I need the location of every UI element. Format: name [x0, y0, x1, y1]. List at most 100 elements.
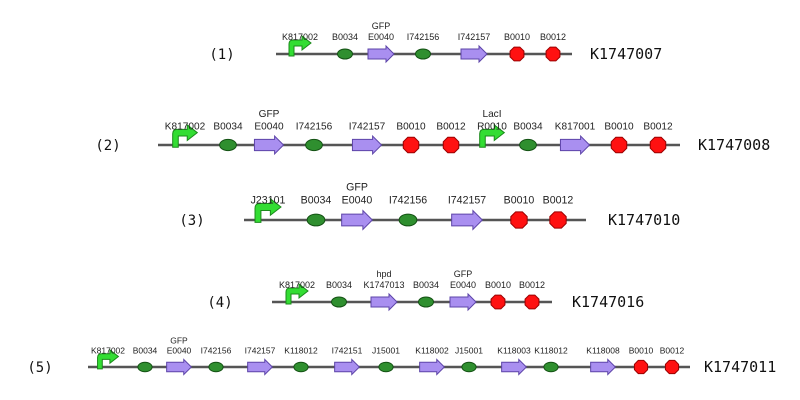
part-label: B0034: [332, 32, 358, 42]
rbs-glyph: [219, 138, 237, 152]
part-terminator[interactable]: B0010: [604, 121, 634, 154]
part-terminator[interactable]: B0010: [504, 32, 530, 62]
part-cds[interactable]: K118003: [497, 346, 531, 376]
part-label: I742156: [407, 32, 440, 42]
rbs-glyph: [306, 213, 326, 227]
part-cds[interactable]: I742151: [332, 346, 363, 376]
rbs-glyph: [208, 361, 224, 373]
part-label: R0010: [477, 121, 507, 132]
rbs-glyph: [418, 296, 434, 308]
part-cds[interactable]: I742157: [448, 194, 486, 231]
part-cds[interactable]: I742157: [245, 346, 276, 376]
part-terminator[interactable]: B0012: [436, 121, 466, 154]
part-label: B0010: [629, 346, 654, 356]
part-label: I742151: [332, 346, 363, 356]
part-terminator[interactable]: B0012: [519, 280, 545, 310]
part-rbs[interactable]: B0034: [326, 280, 352, 308]
promoter-glyph: [97, 348, 120, 370]
part-label: I742156: [201, 346, 232, 356]
part-label: B0010: [485, 280, 511, 290]
part-terminator[interactable]: B0012: [660, 346, 685, 375]
part-tag-label: hpd: [376, 269, 391, 279]
part-label: I742157: [349, 121, 386, 132]
part-label: B0034: [213, 121, 243, 132]
part-rbs[interactable]: B0034: [332, 32, 358, 60]
part-rbs[interactable]: K118012: [534, 346, 568, 373]
part-promoter[interactable]: K817002: [91, 346, 125, 370]
part-rbs[interactable]: J15001: [455, 346, 483, 373]
rbs-glyph: [337, 48, 353, 60]
rbs-glyph: [461, 361, 477, 373]
part-rbs[interactable]: I742156: [389, 194, 427, 227]
part-promoter[interactable]: K817002: [279, 280, 315, 305]
construct-id: K1747011: [704, 358, 776, 376]
terminator-glyph: [490, 294, 506, 310]
promoter-glyph: [479, 123, 506, 148]
part-rbs[interactable]: B0034: [133, 346, 158, 373]
construct-number: (5): [27, 360, 52, 376]
part-terminator[interactable]: B0012: [543, 194, 574, 229]
part-rbs[interactable]: I742156: [296, 121, 333, 152]
rbs-glyph: [331, 296, 347, 308]
part-label: B0010: [504, 32, 530, 42]
part-terminator[interactable]: B0010: [629, 346, 654, 375]
part-label: K118012: [534, 346, 568, 356]
part-label: E0040: [254, 121, 284, 132]
part-rbs[interactable]: B0034: [213, 121, 243, 152]
cds-glyph: [419, 358, 446, 376]
construct-id: K1747007: [590, 45, 662, 63]
part-label: B0012: [543, 194, 574, 206]
part-label: E0040: [342, 194, 373, 206]
construct-id: K1747008: [698, 136, 770, 154]
part-promoter[interactable]: K817002: [165, 121, 206, 148]
cds-glyph: [166, 358, 193, 376]
part-rbs[interactable]: B0034: [513, 121, 543, 152]
part-rbs[interactable]: I742156: [201, 346, 232, 373]
cds-glyph: [559, 134, 591, 156]
terminator-glyph: [549, 211, 567, 229]
part-promoter[interactable]: K817002: [282, 32, 318, 57]
part-terminator[interactable]: B0010: [485, 280, 511, 310]
part-cds[interactable]: K817001: [555, 121, 596, 156]
construct-number: (4): [207, 295, 232, 311]
part-label: I742156: [296, 121, 333, 132]
part-label: B0012: [643, 121, 673, 132]
part-label: E0040: [450, 280, 476, 290]
part-label: B0012: [540, 32, 566, 42]
part-label: E0040: [167, 346, 192, 356]
cds-glyph: [501, 358, 528, 376]
part-label: K817002: [279, 280, 315, 290]
part-rbs[interactable]: B0034: [301, 194, 332, 227]
cds-glyph: [590, 358, 617, 376]
part-terminator[interactable]: B0012: [643, 121, 673, 154]
terminator-glyph: [510, 211, 528, 229]
cds-glyph: [451, 209, 484, 231]
part-rbs[interactable]: J15001: [372, 346, 400, 373]
part-rbs[interactable]: B0034: [413, 280, 439, 308]
part-terminator[interactable]: B0010: [396, 121, 426, 154]
part-cds[interactable]: I742157: [349, 121, 386, 156]
part-cds[interactable]: K118008: [586, 346, 620, 376]
part-rbs[interactable]: I742156: [407, 32, 440, 60]
part-promoter[interactable]: J23101: [251, 194, 286, 223]
part-cds[interactable]: K118002: [415, 346, 449, 376]
rbs-glyph: [305, 138, 323, 152]
part-cds[interactable]: I742157: [458, 32, 491, 64]
terminator-glyph: [664, 359, 680, 375]
part-terminator[interactable]: B0012: [540, 32, 566, 62]
promoter-glyph: [172, 123, 199, 148]
terminator-glyph: [402, 136, 420, 154]
part-tag-label: GFP: [346, 182, 368, 194]
part-rbs[interactable]: K118012: [284, 346, 318, 373]
part-terminator[interactable]: B0010: [504, 194, 535, 229]
